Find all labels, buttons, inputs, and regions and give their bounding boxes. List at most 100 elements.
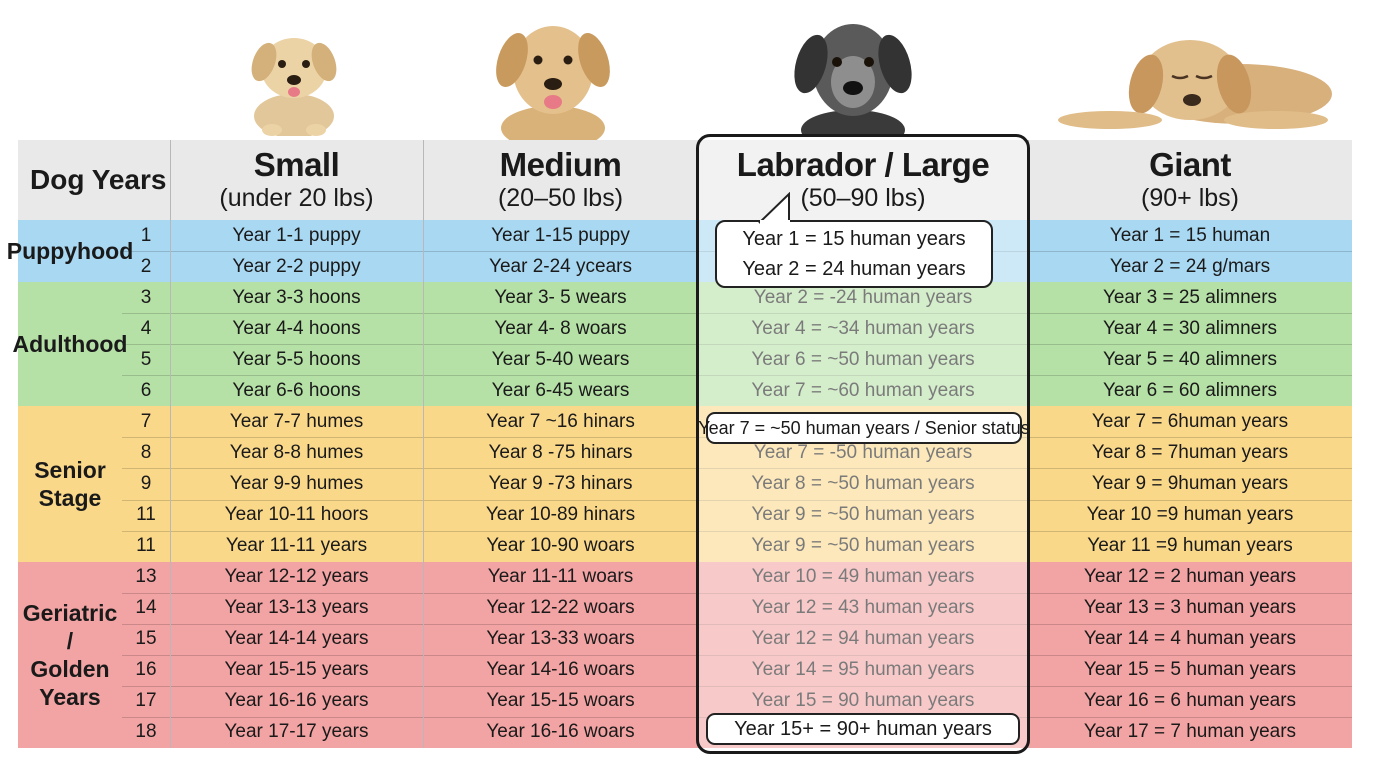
labrador-column-highlight bbox=[698, 220, 1028, 748]
row-divider bbox=[122, 623, 1352, 625]
header-medium-subtitle: (20–50 lbs) bbox=[497, 184, 624, 212]
section-label: Adulthood bbox=[12, 331, 128, 358]
small-cell: Year 2-2 puppy bbox=[232, 255, 361, 277]
medium-cell: Year 11-11 woars bbox=[487, 566, 634, 588]
small-cell: Year 16-16 years bbox=[224, 690, 369, 712]
year-number-cell: 11 bbox=[136, 535, 156, 557]
year-number-cell: 3 bbox=[140, 286, 152, 308]
year-number-cell: 16 bbox=[135, 659, 157, 681]
header-small-subtitle: (under 20 lbs) bbox=[219, 184, 374, 212]
table-row: 16 Year 15-15 years Year 14-16 woars Year 1… bbox=[18, 655, 1352, 686]
medium-cell: Year 6-45 wears bbox=[491, 379, 630, 401]
header-giant: Giant (90+ lbs) bbox=[1028, 140, 1352, 220]
small-cell: Year 8-8 humes bbox=[229, 441, 364, 463]
large-cell: Year 14 = 95 human years bbox=[751, 659, 975, 681]
header-giant-subtitle: (90+ lbs) bbox=[1141, 184, 1239, 212]
table-row: 11 Year 11-11 years Year 10-90 woars Year 9… bbox=[18, 531, 1352, 562]
small-cell: Year 10-11 hoors bbox=[224, 504, 369, 526]
year-number-cell: 8 bbox=[140, 441, 152, 463]
small-cell: Year 13-13 years bbox=[224, 597, 369, 619]
senior-labrador-photo bbox=[785, 12, 921, 136]
column-divider bbox=[698, 140, 699, 748]
header-small: Small (under 20 lbs) bbox=[170, 140, 423, 220]
row-divider bbox=[122, 344, 1352, 346]
giant-cell: Year 5 = 40 alimners bbox=[1102, 348, 1278, 370]
section-band bbox=[18, 220, 1352, 283]
large-cell: Year 6 = ~50 human years bbox=[751, 348, 975, 370]
table-row: 6 Year 6-6 hoons Year 6-45 wears Year 7 = ~… bbox=[18, 375, 1352, 406]
table-row: 8 Year 8-8 humes Year 8 -75 hinars Year 7 =… bbox=[18, 437, 1352, 468]
header-small-title: Small bbox=[253, 146, 340, 183]
year-number-cell: 14 bbox=[135, 597, 157, 619]
giant-cell: Year 15 = 5 human years bbox=[1083, 659, 1297, 681]
giant-dog-lying-photo bbox=[1050, 24, 1340, 132]
table-row: 14 Year 13-13 years Year 12-22 woars Year 1… bbox=[18, 593, 1352, 624]
giant-cell: Year 16 = 6 human years bbox=[1083, 690, 1297, 712]
large-cell: Year 7 = -50 human years bbox=[753, 441, 973, 463]
large-cell: Year 12 = 94 human years bbox=[751, 628, 975, 650]
senior-callout-text: Year 7 = ~50 human years / Senior status bbox=[698, 418, 1030, 438]
year-number-cell: 7 bbox=[140, 410, 152, 432]
medium-cell: Year 5-40 wears bbox=[491, 348, 630, 370]
table-row: 9 Year 9-9 humes Year 9 -73 hinars Year 8 =… bbox=[18, 468, 1352, 499]
giant-cell: Year 8 = 7human years bbox=[1091, 441, 1289, 463]
header-large-title: Labrador / Large bbox=[736, 146, 990, 183]
giant-cell: Year 4 = 30 alimners bbox=[1102, 317, 1278, 339]
header-large: Labrador / Large (50–90 lbs) bbox=[698, 140, 1028, 220]
medium-cell: Year 9 -73 hinars bbox=[488, 472, 633, 494]
section-label: Geriatric / Golden Years bbox=[22, 599, 118, 710]
row-divider bbox=[122, 654, 1352, 656]
year-number-cell: 1 bbox=[140, 224, 152, 246]
small-cell: Year 9-9 humes bbox=[229, 472, 364, 494]
medium-cell: Year 2-24 ycears bbox=[489, 255, 632, 277]
header-large-subtitle: (50–90 lbs) bbox=[800, 184, 926, 212]
column-divider bbox=[170, 140, 171, 748]
small-puppy-photo bbox=[244, 18, 344, 136]
golden-callout: Year 15+ = 90+ human years bbox=[706, 713, 1020, 745]
golden-callout-text: Year 15+ = 90+ human years bbox=[734, 718, 992, 740]
row-divider bbox=[122, 685, 1352, 687]
small-cell: Year 14-14 years bbox=[224, 628, 369, 650]
year-number-cell: 2 bbox=[140, 255, 152, 277]
giant-cell: Year 6 = 60 alimners bbox=[1102, 379, 1278, 401]
section-band bbox=[18, 406, 1352, 562]
senior-callout: Year 7 = ~50 human years / Senior status bbox=[698, 412, 1030, 444]
table-row: 1 Year 1-1 puppy Year 1-15 puppy Year 1 = 1… bbox=[18, 220, 1352, 251]
year-number-cell: 9 bbox=[140, 472, 152, 494]
year-number-cell: 4 bbox=[140, 317, 152, 339]
medium-cell: Year 1-15 puppy bbox=[491, 224, 630, 246]
giant-cell: Year 12 = 2 human years bbox=[1083, 566, 1297, 588]
medium-cell: Year 15-15 woars bbox=[486, 690, 635, 712]
large-cell: Year 7 = ~60 human years bbox=[751, 379, 975, 401]
medium-cell: Year 16-16 woars bbox=[486, 721, 635, 743]
table-row: 11 Year 10-11 hoors Year 10-89 hinars Year … bbox=[18, 500, 1352, 531]
giant-cell: Year 7 = 6human years bbox=[1091, 410, 1289, 432]
medium-cell: Year 10-89 hinars bbox=[485, 504, 636, 526]
small-cell: Year 7-7 humes bbox=[229, 410, 364, 432]
large-cell: Year 4 = ~34 human years bbox=[751, 317, 975, 339]
section-band bbox=[18, 282, 1352, 407]
year-number-cell: 5 bbox=[140, 348, 152, 370]
medium-cell: Year 13-33 woars bbox=[486, 628, 635, 650]
header-giant-title: Giant bbox=[1149, 146, 1231, 183]
row-divider bbox=[122, 375, 1352, 377]
giant-cell: Year 14 = 4 human years bbox=[1083, 628, 1297, 650]
small-cell: Year 1-1 puppy bbox=[232, 224, 361, 246]
row-divider bbox=[122, 592, 1352, 594]
row-divider bbox=[122, 499, 1352, 501]
year-number-cell: 18 bbox=[135, 721, 157, 743]
large-cell: Year 2 = -24 human years bbox=[753, 286, 973, 308]
medium-cell: Year 8 -75 hinars bbox=[488, 441, 633, 463]
dog-years-header: Dog Years bbox=[18, 140, 170, 220]
medium-cell: Year 4- 8 woars bbox=[494, 317, 627, 339]
giant-cell: Year 17 = 7 human years bbox=[1083, 721, 1297, 743]
table-row: 18 Year 17-17 years Year 16-16 woars Year 1… bbox=[18, 717, 1352, 748]
giant-cell: Year 11 =9 human years bbox=[1087, 535, 1293, 557]
table-row: 2 Year 2-2 puppy Year 2-24 ycears Year 2 = … bbox=[18, 251, 1352, 282]
section-label: Senior Stage bbox=[34, 456, 106, 511]
small-cell: Year 4-4 hoons bbox=[232, 317, 361, 339]
small-cell: Year 17-17 years bbox=[224, 721, 369, 743]
puppyhood-callout-line1: Year 1 = 15 human years bbox=[742, 228, 966, 250]
puppyhood-callout-line2: Year 2 = 24 human years bbox=[742, 258, 966, 280]
column-divider bbox=[423, 140, 424, 748]
